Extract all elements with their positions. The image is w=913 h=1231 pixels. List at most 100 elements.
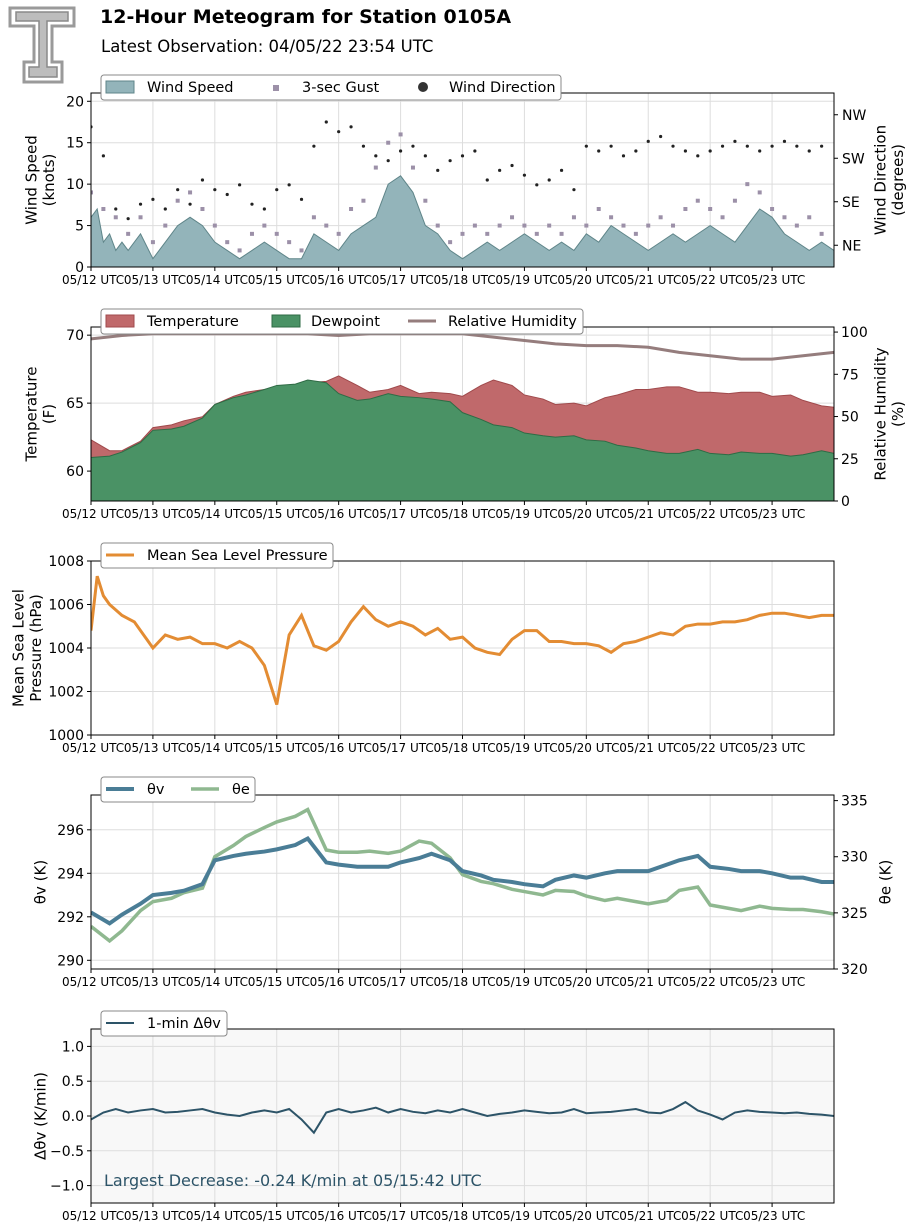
gust-point: [274, 231, 279, 236]
panel-temp: 0 25 50 75 100 60 65 70 05/12 UTC 05/13 UTC 05/14 …: [23, 308, 907, 521]
gust-point: [510, 215, 515, 220]
tick-label-x: 05/14 UTC: [186, 507, 248, 521]
direction-point: [485, 178, 489, 182]
series-dtheta: [91, 1100, 834, 1135]
direction-point: [758, 149, 762, 153]
gust-point: [584, 223, 589, 228]
direction-point: [659, 134, 663, 139]
direction-point: [708, 149, 712, 153]
tick-label-x: 05/16 UTC: [310, 507, 372, 521]
tick-label-left: −0.5: [50, 1144, 84, 1160]
tick-label-x: 05/23 UTC: [743, 975, 805, 989]
gust-point: [596, 207, 601, 211]
gust-point: [782, 215, 787, 220]
direction-point: [411, 144, 415, 148]
direction-point: [510, 163, 514, 168]
chart-subtitle: Latest Observation: 04/05/22 23:54 UTC: [101, 37, 433, 56]
chart-title: 12-Hour Meteogram for Station 0105A: [100, 6, 511, 28]
legend-swatch: [418, 82, 428, 92]
y2-axis-label: θe (K): [876, 860, 894, 905]
direction-point: [498, 168, 502, 172]
tick-label-left: −1.0: [50, 1179, 84, 1195]
gust-point: [101, 207, 106, 211]
direction-point: [126, 217, 130, 221]
direction-point: [188, 202, 192, 206]
direction-point: [597, 149, 601, 153]
direction-point: [349, 125, 353, 129]
tick-label-x: 05/14 UTC: [186, 273, 248, 287]
legend-label: Mean Sea Level Pressure: [147, 548, 328, 564]
y-axis-label: Wind Speed (knots): [23, 135, 58, 225]
tick-label-right: 25: [841, 452, 859, 468]
tick-label-x: 05/23 UTC: [743, 273, 805, 287]
legend-label: Relative Humidity: [448, 314, 577, 330]
y-axis-label: Δθv (K/min): [31, 1072, 49, 1160]
direction-point: [621, 154, 626, 158]
tick-label-left: 1004: [48, 641, 84, 657]
tick-label-x: 05/17 UTC: [372, 741, 434, 755]
direction-point: [609, 144, 613, 148]
gust-point: [609, 215, 614, 220]
tick-label-x: 05/20 UTC: [557, 273, 619, 287]
tick-label-left: 60: [66, 464, 84, 480]
legend-swatch: [271, 314, 301, 328]
tick-label-right: 50: [841, 410, 859, 426]
y-axis-label-line: (F): [40, 404, 58, 424]
gust-point: [559, 231, 564, 236]
direction-point: [299, 197, 304, 201]
direction-point: [138, 202, 143, 206]
tick-label-x: 05/23 UTC: [743, 741, 805, 755]
y-axis-label: Mean Sea Level Pressure (hPa): [10, 589, 45, 707]
legend-label: Dewpoint: [311, 314, 380, 330]
tick-label-x: 05/14 UTC: [186, 975, 248, 989]
direction-point: [535, 183, 539, 187]
tick-label-x: 05/17 UTC: [372, 273, 434, 287]
direction-point: [250, 202, 254, 206]
direction-point: [782, 139, 787, 143]
gust-point: [522, 223, 527, 228]
gust-point: [200, 207, 205, 211]
direction-point: [448, 159, 452, 163]
tick-label-x: 05/20 UTC: [557, 741, 619, 755]
gust-point: [497, 223, 502, 228]
gust-point: [485, 231, 490, 236]
gust-point: [534, 231, 539, 236]
panel-dtheta: Largest Decrease: -0.24 K/min at 05/15:4…: [31, 1010, 835, 1223]
tick-label-x: 05/17 UTC: [372, 975, 434, 989]
direction-point: [275, 188, 279, 192]
series-theta-v: [91, 835, 834, 926]
gust-point: [225, 240, 230, 245]
direction-point: [733, 139, 737, 143]
legend-label: Wind Speed: [147, 80, 234, 96]
tick-label-x: 05/22 UTC: [681, 975, 743, 989]
direction-point: [460, 154, 465, 158]
legend-box: [100, 308, 584, 335]
tick-label-x: 05/16 UTC: [310, 975, 372, 989]
gust-point: [819, 231, 824, 236]
tick-label-x: 05/14 UTC: [186, 1209, 248, 1223]
tick-label-left: 65: [66, 396, 84, 412]
gust-point: [410, 165, 415, 170]
direction-point: [820, 144, 824, 148]
legend-swatch: [105, 80, 135, 94]
legend-label: 3-sec Gust: [302, 80, 379, 96]
tick-label-x: 05/20 UTC: [557, 975, 619, 989]
direction-point: [584, 144, 588, 148]
gust-point: [287, 240, 292, 245]
legend-label: θe: [232, 782, 250, 798]
gust-point: [658, 215, 663, 220]
direction-point: [101, 154, 105, 158]
tick-label-left: 296: [57, 823, 84, 839]
gust-point: [175, 198, 180, 203]
gust-point: [435, 223, 440, 228]
tick-label-x: 05/18 UTC: [434, 273, 496, 287]
gust-point: [336, 231, 341, 236]
direction-point: [547, 178, 551, 182]
y-axis-label: θv (K): [31, 860, 49, 904]
direction-point: [473, 149, 477, 153]
direction-point: [720, 144, 725, 148]
y2-axis-label-line: (degrees): [889, 144, 907, 216]
tick-label-right: 100: [841, 325, 868, 341]
direction-point: [398, 149, 403, 153]
